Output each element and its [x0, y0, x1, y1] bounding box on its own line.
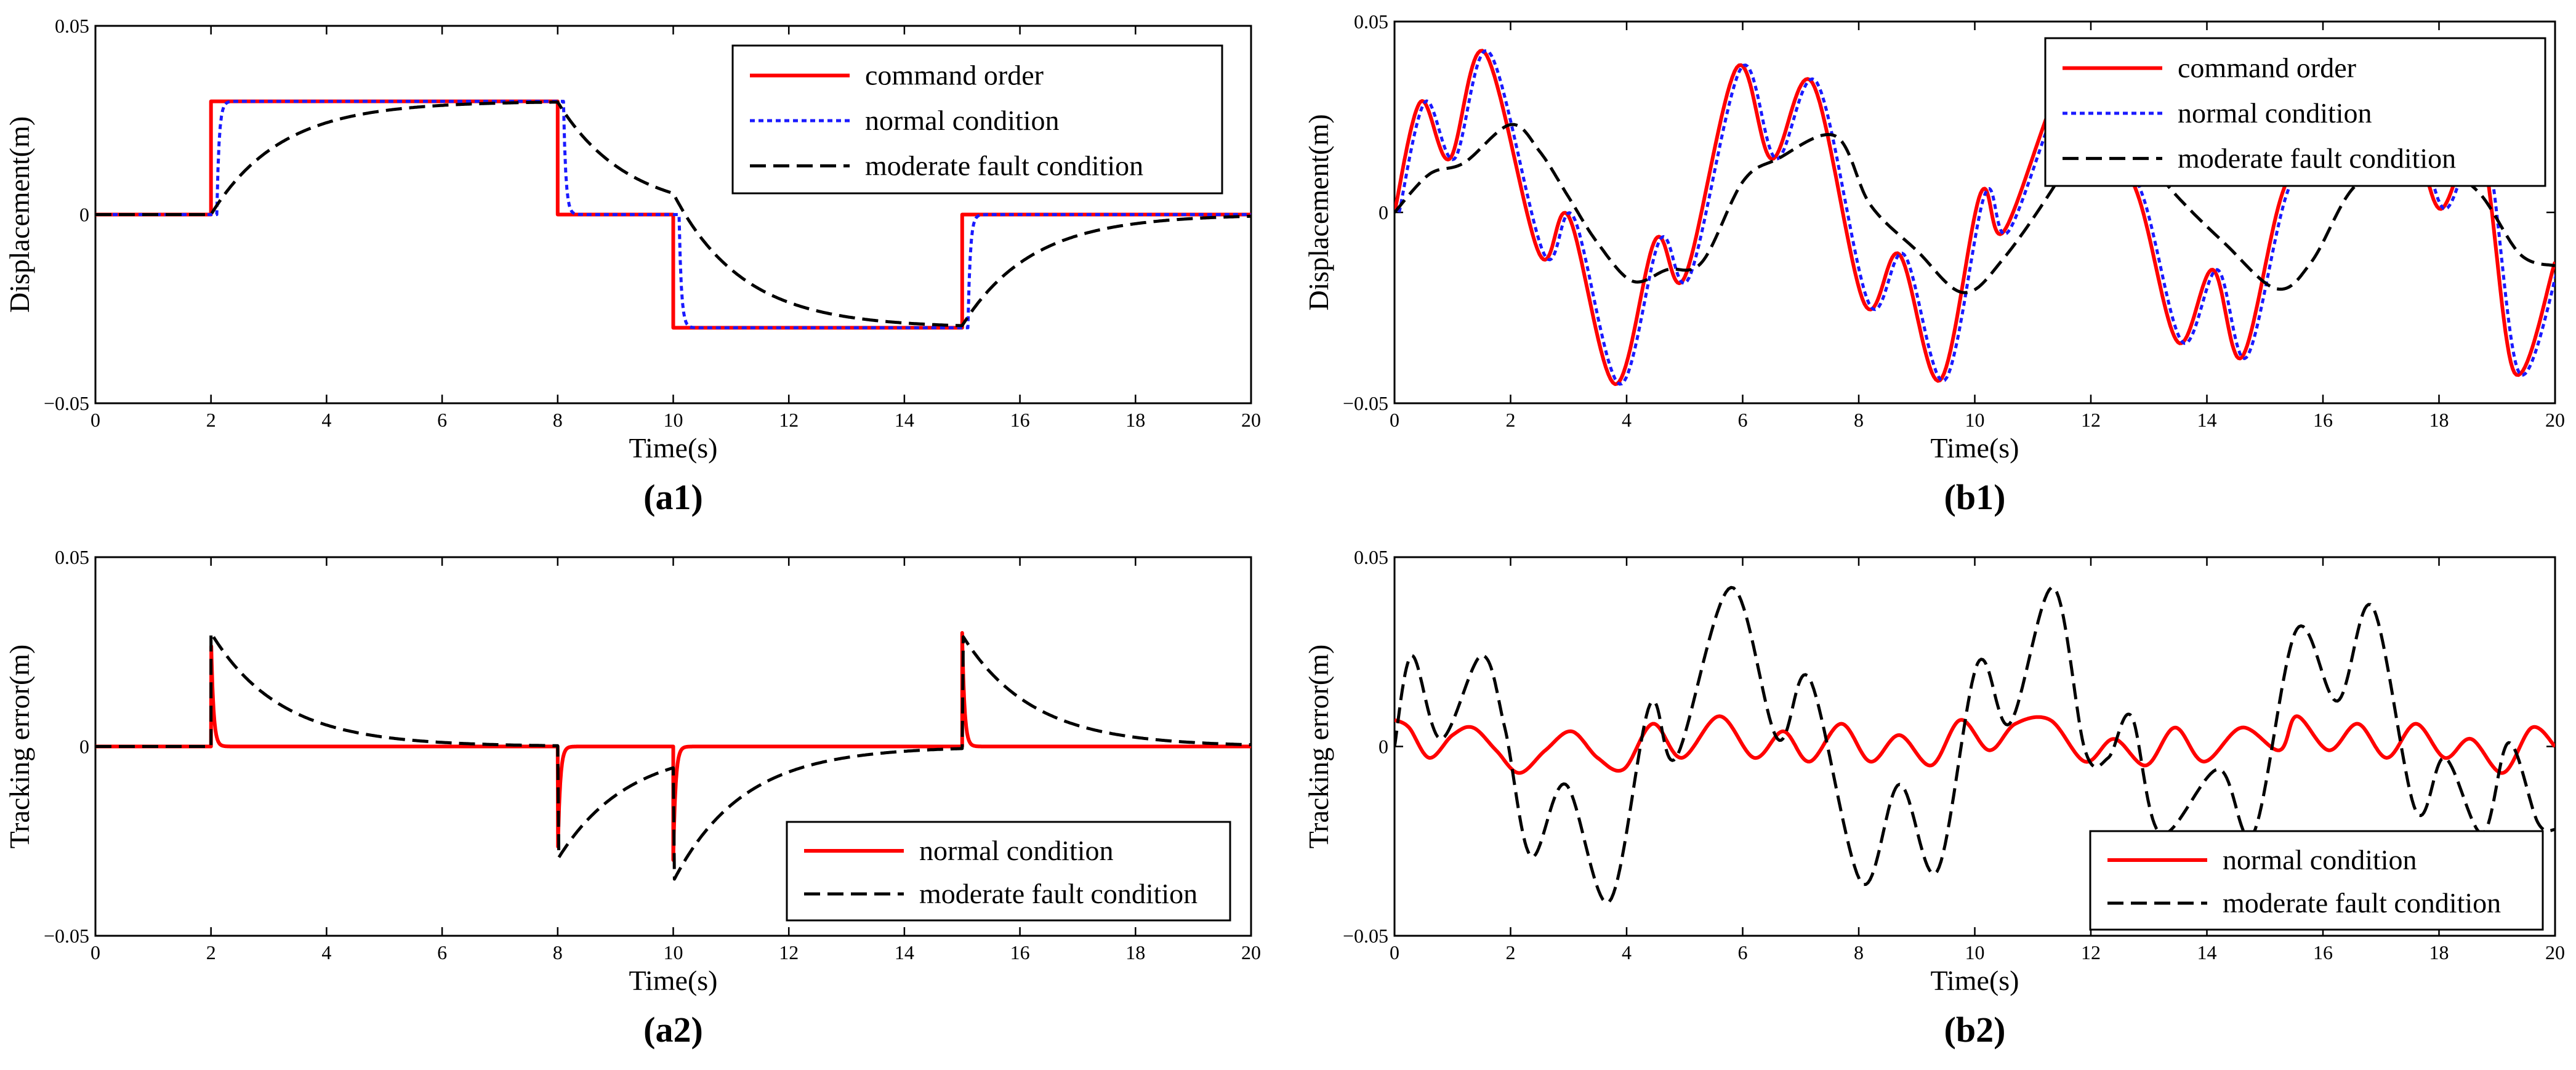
legend-entry: normal condition	[865, 105, 1060, 136]
x-tick-label: 14	[895, 409, 914, 431]
chart-a1: 0 2 4 6 8 10 12 14 16 18 20−0.0500.05Time(s)Displa…	[4, 15, 1261, 517]
legend-entry: normal condition	[2178, 97, 2372, 129]
x-tick-label: 4	[1622, 409, 1632, 431]
x-tick-label: 4	[1622, 941, 1632, 963]
x-tick-label: 20	[1241, 409, 1261, 431]
x-axis-label: Time(s)	[629, 965, 718, 996]
x-tick-label: 14	[895, 941, 914, 963]
y-tick-label: −0.05	[44, 925, 89, 947]
x-tick-label: 2	[1506, 409, 1516, 431]
series-group	[95, 99, 1251, 330]
panel-caption: (b2)	[1944, 1010, 2006, 1050]
x-tick-label: 0	[1390, 941, 1399, 963]
series-group	[95, 631, 1251, 881]
y-axis-label: Displacement(m)	[4, 116, 35, 313]
x-tick-label: 6	[1738, 941, 1748, 963]
x-tick-label: 8	[553, 941, 563, 963]
legend-box	[786, 821, 1231, 922]
chart-b1: 0 2 4 6 8 10 12 14 16 18 20−0.0500.05Time(s)Displa…	[1303, 10, 2565, 517]
x-tick-label: 12	[779, 941, 799, 963]
y-axis-label: Tracking error(m)	[4, 645, 35, 849]
legend: normal condition moderate fault condition	[2089, 830, 2544, 931]
x-tick-label: 4	[321, 941, 331, 963]
chart-a2: 0 2 4 6 8 10 12 14 16 18 20−0.0500.05Time(s)Tracki…	[4, 546, 1261, 1050]
y-tick-label: 0.05	[1354, 10, 1388, 33]
x-tick-label: 10	[664, 941, 683, 963]
legend-entry: command order	[2178, 52, 2356, 84]
y-tick-label: −0.05	[1343, 392, 1388, 414]
series-line-moderate-fault-condition	[95, 100, 1251, 328]
legend-entry: command order	[865, 60, 1044, 91]
x-tick-label: 18	[1125, 409, 1145, 431]
y-tick-label: 0	[79, 736, 89, 758]
x-tick-label: 18	[2429, 941, 2449, 963]
x-tick-label: 16	[1010, 409, 1030, 431]
x-tick-label: 16	[2313, 941, 2333, 963]
y-tick-label: −0.05	[44, 392, 89, 414]
y-tick-label: −0.05	[1343, 925, 1388, 947]
x-tick-label: 8	[1854, 941, 1864, 963]
legend-entry: moderate fault condition	[2178, 142, 2456, 174]
y-tick-label: 0	[79, 204, 89, 226]
panel-caption: (a1)	[643, 477, 703, 517]
legend: command order normal condition moderate fa…	[2044, 37, 2546, 187]
x-tick-label: 10	[1965, 941, 1985, 963]
x-tick-label: 8	[1854, 409, 1864, 431]
x-tick-label: 16	[1010, 941, 1030, 963]
x-axis-label: Time(s)	[1931, 432, 2019, 464]
x-tick-label: 2	[206, 409, 216, 431]
y-tick-label: 0.05	[1354, 546, 1388, 568]
legend-entry: normal condition	[919, 835, 1114, 866]
legend-entry: moderate fault condition	[919, 878, 1197, 909]
x-tick-label: 12	[2081, 409, 2101, 431]
series-group	[1395, 585, 2555, 904]
x-tick-label: 0	[91, 409, 100, 431]
x-tick-label: 16	[2313, 409, 2333, 431]
x-tick-label: 6	[437, 941, 447, 963]
x-tick-label: 10	[664, 409, 683, 431]
x-tick-label: 0	[91, 941, 100, 963]
x-tick-label: 10	[1965, 409, 1985, 431]
series-line-normal-condition	[95, 100, 1251, 329]
x-tick-label: 14	[2197, 941, 2217, 963]
series-line-normal-condition	[1395, 714, 2555, 775]
series-line-moderate-fault-condition	[1395, 585, 2555, 904]
legend-box	[2044, 37, 2546, 187]
panel-caption: (b1)	[1944, 477, 2006, 517]
legend-entry: moderate fault condition	[865, 150, 1143, 181]
x-tick-label: 14	[2197, 409, 2217, 431]
y-tick-label: 0.05	[55, 15, 89, 37]
y-axis-label: Displacement(m)	[1303, 114, 1334, 310]
legend: normal condition moderate fault condition	[786, 821, 1231, 922]
chart-b2: 0 2 4 6 8 10 12 14 16 18 20−0.0500.05Time(s)Tracki…	[1303, 546, 2565, 1050]
x-tick-label: 20	[1241, 941, 1261, 963]
x-tick-label: 18	[2429, 409, 2449, 431]
legend-entry: moderate fault condition	[2223, 887, 2501, 919]
legend: command order normal condition moderate fa…	[731, 44, 1223, 195]
x-tick-label: 12	[779, 409, 799, 431]
y-tick-label: 0	[1379, 736, 1388, 758]
x-tick-label: 0	[1390, 409, 1399, 431]
y-axis-label: Tracking error(m)	[1303, 645, 1334, 849]
legend-box	[2089, 830, 2544, 931]
x-tick-label: 12	[2081, 941, 2101, 963]
x-axis-label: Time(s)	[629, 432, 718, 464]
x-tick-label: 18	[1125, 941, 1145, 963]
x-tick-label: 6	[437, 409, 447, 431]
x-axis-label: Time(s)	[1931, 965, 2019, 996]
x-tick-label: 20	[2545, 941, 2565, 963]
y-tick-label: 0	[1379, 201, 1388, 223]
panel-caption: (a2)	[643, 1010, 703, 1050]
y-tick-label: 0.05	[55, 546, 89, 568]
legend-entry: normal condition	[2223, 844, 2417, 875]
series-line-moderate-fault-condition	[95, 631, 1251, 881]
x-tick-label: 4	[321, 409, 331, 431]
x-tick-label: 2	[206, 941, 216, 963]
x-tick-label: 2	[1506, 941, 1516, 963]
x-tick-label: 6	[1738, 409, 1748, 431]
x-tick-label: 8	[553, 409, 563, 431]
x-tick-label: 20	[2545, 409, 2565, 431]
